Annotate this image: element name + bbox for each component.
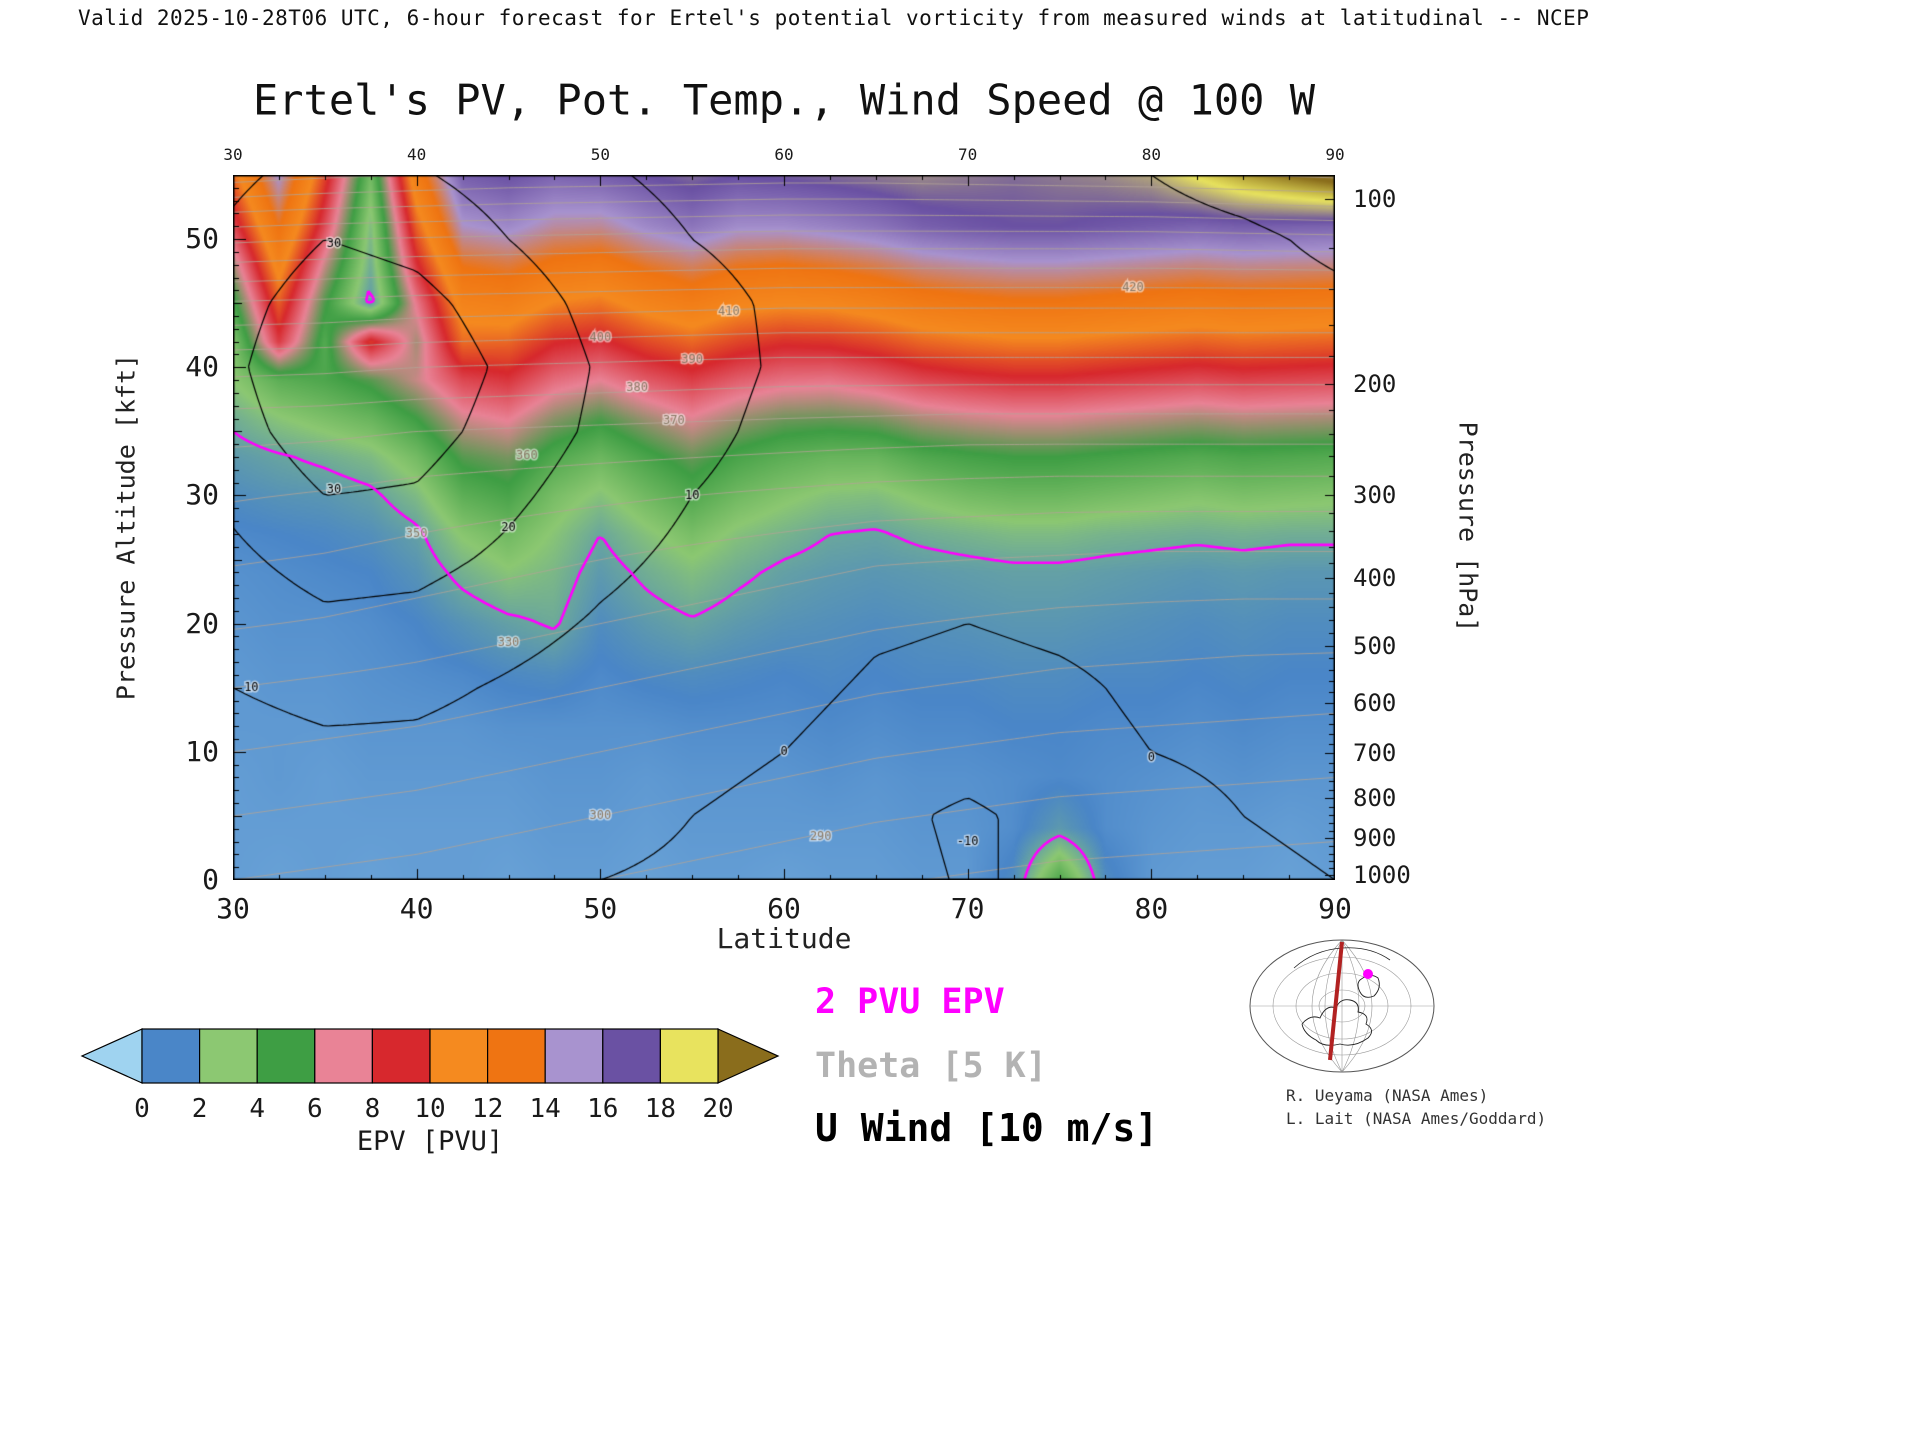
colorbar-label: EPV [PVU] <box>356 1126 504 1157</box>
x-tick-label: 90 <box>1318 892 1352 925</box>
y-right-tick-label: 500 <box>1353 631 1397 660</box>
colorbar-tick-label: 18 <box>644 1094 677 1124</box>
colorbar-tick-label: 10 <box>414 1094 446 1124</box>
colorbar-segment <box>141 1028 201 1084</box>
x-tick-label: 60 <box>767 892 801 925</box>
x-tick-label: 70 <box>950 892 985 925</box>
colorbar-segment <box>487 1028 546 1084</box>
colorbar-tick-label: 4 <box>249 1094 266 1124</box>
y-left-tick-label: 10 <box>185 734 219 768</box>
colorbar <box>80 1028 780 1084</box>
y-left-tick-label: 40 <box>185 350 219 384</box>
x-tick-label: 40 <box>399 892 434 925</box>
legend-2pvu-epv: 2 PVU EPV <box>815 982 1005 1022</box>
y-left-tick-label: 20 <box>185 606 219 640</box>
colorbar-tick-label: 0 <box>134 1094 150 1124</box>
colorbar-tick-label: 20 <box>702 1094 734 1124</box>
colorbar-segment <box>256 1028 316 1084</box>
x-axis-label: Latitude <box>716 922 852 955</box>
inset-cross-section-line <box>1328 941 1344 1061</box>
colorbar-tick-label: 2 <box>191 1094 208 1124</box>
pv-cross-section-canvas <box>233 175 1335 880</box>
y-right-tick-label: 900 <box>1353 824 1397 853</box>
y-right-tick-label: 1000 <box>1353 861 1411 890</box>
y-left-tick-label: 30 <box>185 478 219 512</box>
legend-theta: Theta [5 K] <box>815 1046 1047 1086</box>
x-top-tick-label: 70 <box>958 145 978 164</box>
x-top-tick-label: 30 <box>223 145 243 164</box>
colorbar-segment <box>544 1028 604 1084</box>
y-left-tick-label: 50 <box>185 222 219 256</box>
colorbar-segment <box>602 1028 661 1084</box>
x-tick-label: 30 <box>216 892 250 925</box>
y-right-tick-label: 700 <box>1353 739 1397 768</box>
inset-coastline <box>1301 999 1372 1046</box>
valid-time-line: Valid 2025-10-28T06 UTC, 6-hour forecast… <box>78 6 1590 30</box>
credit-line-1: R. Ueyama (NASA Ames) <box>1286 1086 1489 1105</box>
y-right-tick-label: 100 <box>1353 185 1397 214</box>
y-right-tick-label: 800 <box>1353 784 1397 813</box>
colorbar-segment <box>429 1028 489 1084</box>
y-right-tick-label: 200 <box>1353 370 1397 399</box>
credit-line-2: L. Lait (NASA Ames/Goddard) <box>1286 1109 1547 1128</box>
y-axis-label-left: Pressure Altitude [kft] <box>111 353 141 701</box>
x-top-tick-label: 80 <box>1141 145 1161 164</box>
x-tick-label: 80 <box>1134 892 1169 925</box>
colorbar-arrow <box>80 1028 143 1084</box>
inset-location-dot <box>1363 969 1373 979</box>
colorbar-segment <box>371 1028 431 1084</box>
colorbar-tick-label: 14 <box>529 1094 561 1124</box>
legend-u-wind: U Wind [10 m/s] <box>815 1106 1159 1150</box>
colorbar-tick-label: 12 <box>471 1094 504 1124</box>
colorbar-tick-label: 8 <box>364 1094 381 1124</box>
colorbar-arrow <box>717 1028 780 1084</box>
colorbar-tick-label: 6 <box>306 1094 323 1124</box>
colorbar-segment <box>659 1028 719 1084</box>
colorbar-segment <box>198 1028 258 1084</box>
y-right-tick-label: 400 <box>1353 563 1397 592</box>
y-left-tick-label: 0 <box>202 863 219 896</box>
x-tick-label: 50 <box>583 892 618 925</box>
x-top-tick-label: 60 <box>774 145 794 164</box>
colorbar-tick-label: 16 <box>587 1094 619 1124</box>
inset-map <box>1249 939 1435 1073</box>
x-top-tick-label: 40 <box>407 145 427 164</box>
colorbar-segment <box>314 1028 374 1084</box>
x-top-tick-label: 50 <box>590 145 610 164</box>
credits: R. Ueyama (NASA Ames) L. Lait (NASA Ames… <box>1286 1084 1546 1130</box>
y-axis-label-right: Pressure [hPa] <box>1453 421 1483 633</box>
plot-title: Ertel's PV, Pot. Temp., Wind Speed @ 100… <box>252 75 1316 125</box>
y-right-tick-label: 300 <box>1353 480 1397 509</box>
x-top-tick-label: 90 <box>1325 145 1345 164</box>
inset-coastline <box>1357 975 1380 998</box>
inset-graticule <box>1250 939 1434 1073</box>
y-right-tick-label: 600 <box>1353 689 1397 718</box>
